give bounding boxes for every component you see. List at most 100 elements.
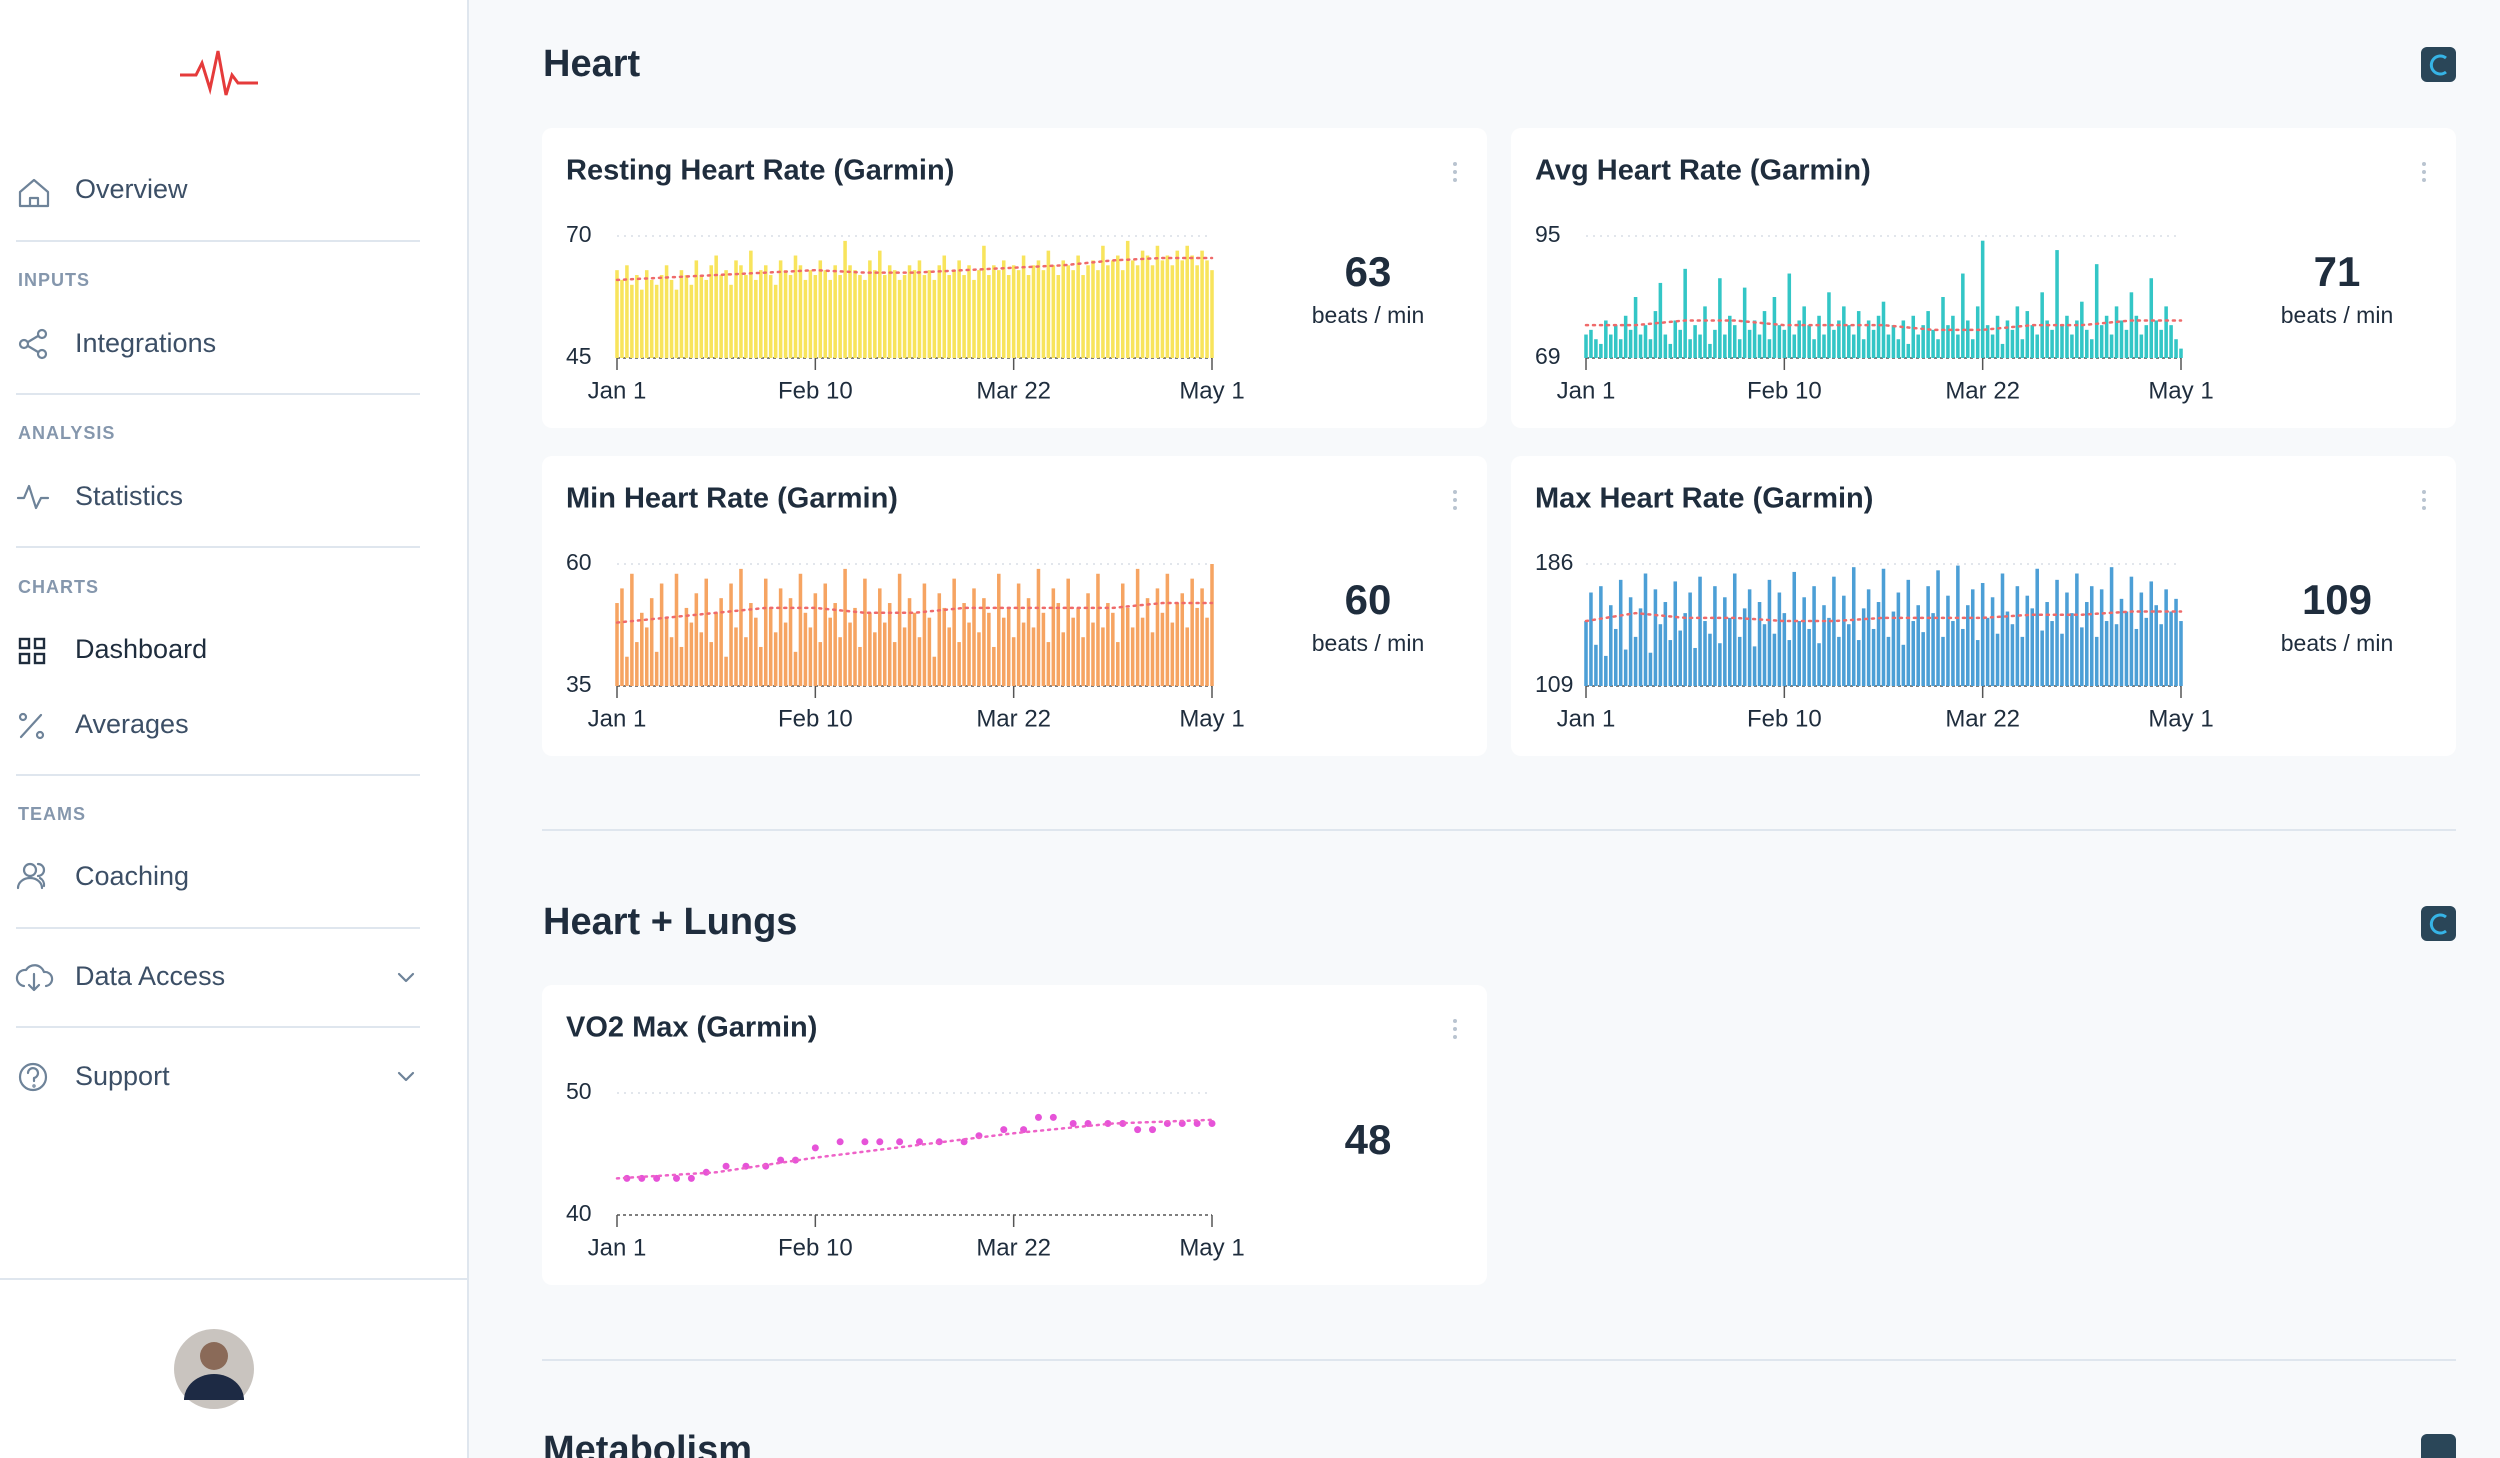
nav-dashboard[interactable]: Dashboard [75,634,207,664]
bar [808,270,813,358]
bar [992,265,996,358]
menu-dot[interactable] [1453,162,1457,166]
bar [2154,320,2158,358]
bar [1116,255,1120,358]
bar [1205,617,1209,686]
section-icon[interactable] [2421,47,2456,82]
nav-coaching[interactable]: Coaching [75,861,189,891]
bar [1658,282,1663,358]
bar [1956,565,1960,686]
bar [1091,622,1095,686]
bar [1990,334,1995,358]
bar [967,265,971,358]
chevron[interactable] [397,972,415,983]
nav-data-access[interactable]: Data Access [75,961,225,991]
bar [2060,325,2064,358]
point [896,1138,904,1146]
menu-dot[interactable] [2422,178,2426,182]
bar [2164,589,2168,686]
menu-dot[interactable] [2422,162,2426,166]
bar [694,260,699,358]
menu-dot[interactable] [1453,170,1457,174]
bar [882,275,887,358]
bar [2050,621,2054,686]
bar [1091,260,1095,358]
section-icon[interactable] [2421,906,2456,941]
bar [1817,643,1821,686]
bar [2005,320,2010,358]
x-tick-label: Feb 10 [1747,705,1822,732]
menu-dot[interactable] [2422,170,2426,174]
bar [2055,579,2059,686]
nav-integrations[interactable]: Integrations [75,328,216,358]
bar [768,275,773,358]
menu-dot[interactable] [1453,498,1457,502]
bar [1678,630,1682,686]
bar [640,612,644,686]
bar [912,612,917,686]
bar [729,284,733,358]
bar [1006,607,1011,686]
point [811,1144,819,1152]
trend-line [615,601,1214,624]
bar [1041,270,1046,358]
bar [1160,612,1165,686]
bar [644,627,649,686]
bar [1703,621,1707,686]
chart-card: Max Heart Rate (Garmin) 109 186 Jan 1 Feb 10… [1511,456,2456,756]
bar [853,270,857,358]
bar [729,583,733,686]
bar [739,265,743,358]
x-tick-label: May 1 [1179,705,1244,732]
menu-dot[interactable] [1453,506,1457,510]
menu-dot[interactable] [1453,1019,1457,1023]
menu-dot[interactable] [2422,506,2426,510]
bar [2070,613,2074,686]
bar [838,275,842,358]
bar [1589,592,1593,686]
bar [1931,329,1935,358]
bar [1747,329,1752,358]
menu-dot[interactable] [2422,490,2426,494]
bar [1673,320,1678,358]
bar [932,279,937,358]
nav-overview[interactable]: Overview [75,174,188,204]
bar [719,275,723,358]
bar [828,279,832,358]
bar [1056,603,1061,686]
logo[interactable] [180,50,258,96]
bar [1628,329,1633,358]
bar [1613,628,1618,686]
bar [1604,655,1608,686]
bar [714,255,718,358]
menu-dot[interactable] [1453,1027,1457,1031]
bar [1995,315,2000,358]
chart-title: Min Heart Rate (Garmin) [566,483,898,515]
bar [1812,339,1816,358]
bar [987,612,991,686]
bar [1135,265,1140,358]
bar [1886,636,1891,686]
nav-averages[interactable]: Averages [75,709,189,739]
chevron[interactable] [397,1071,415,1082]
nav-statistics[interactable]: Statistics [75,481,183,511]
nav-support[interactable]: Support [75,1061,170,1091]
menu-dot[interactable] [1453,178,1457,182]
bar [1026,275,1031,358]
bar [1120,270,1125,358]
menu-dot[interactable] [1453,1035,1457,1039]
bar [630,573,634,686]
menu-dot[interactable] [1453,490,1457,494]
avatar[interactable] [174,1329,254,1409]
support-icon [18,1062,48,1092]
menu-dot[interactable] [2422,498,2426,502]
bar [2169,611,2173,686]
bar [2089,339,2094,358]
bar [2025,311,2030,358]
bar [1175,603,1180,686]
bar [1742,287,1747,358]
bar [1837,320,1841,358]
bar [878,588,882,686]
section-icon[interactable] [2421,1434,2456,1458]
bar [1210,564,1214,686]
